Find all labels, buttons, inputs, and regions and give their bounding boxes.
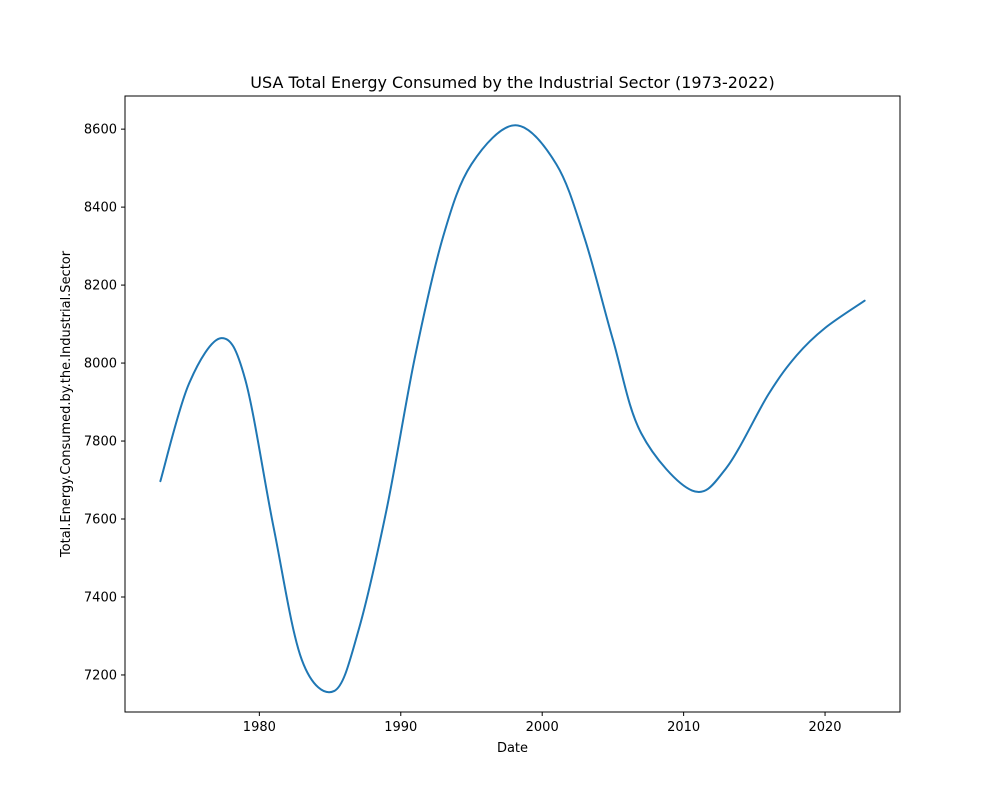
series-layer: [159, 124, 866, 694]
series-line-0: [159, 124, 866, 694]
x-axis: 1980 1990 2000 2010 2020: [243, 712, 842, 735]
chart-title: USA Total Energy Consumed by the Industr…: [250, 73, 774, 92]
plot-area: [124, 95, 901, 713]
x-tick-label: 2000: [526, 720, 559, 735]
y-tick-label: 8200: [84, 279, 117, 294]
x-tick-label: 1990: [384, 720, 417, 735]
x-tick-label: 2020: [808, 720, 841, 735]
x-tick-label: 2010: [667, 720, 700, 735]
y-axis: 7200 7400 7600 7800 8000 8200 8400 8600: [84, 123, 125, 683]
y-tick-label: 8400: [84, 201, 117, 216]
x-axis-label: Date: [497, 741, 528, 756]
y-tick-label: 7200: [84, 668, 117, 683]
y-tick-label: 7400: [84, 590, 117, 605]
x-tick-label: 1980: [243, 720, 276, 735]
y-tick-label: 8000: [84, 357, 117, 372]
y-tick-label: 7600: [84, 513, 117, 528]
y-tick-label: 7800: [84, 435, 117, 450]
y-tick-label: 8600: [84, 123, 117, 138]
y-axis-label: Total.Energy.Consumed.by.the.Industrial.…: [59, 250, 74, 558]
